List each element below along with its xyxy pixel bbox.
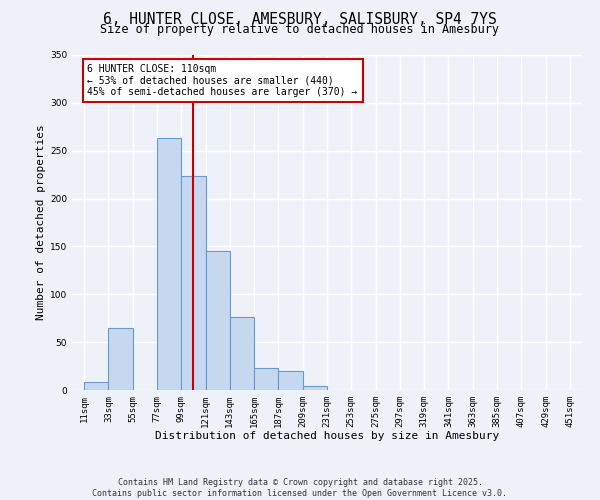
Text: 6 HUNTER CLOSE: 110sqm
← 53% of detached houses are smaller (440)
45% of semi-de: 6 HUNTER CLOSE: 110sqm ← 53% of detached… [88,64,358,97]
Bar [109,328,133,390]
Text: Contains HM Land Registry data © Crown copyright and database right 2025.
Contai: Contains HM Land Registry data © Crown c… [92,478,508,498]
Bar [157,138,181,390]
Text: 6, HUNTER CLOSE, AMESBURY, SALISBURY, SP4 7YS: 6, HUNTER CLOSE, AMESBURY, SALISBURY, SP… [103,12,497,28]
Bar [230,318,254,390]
Bar [254,368,278,390]
Bar [206,251,230,390]
Y-axis label: Number of detached properties: Number of detached properties [36,124,46,320]
Bar [303,386,327,390]
Bar [84,382,109,390]
Bar [181,176,206,390]
Text: Size of property relative to detached houses in Amesbury: Size of property relative to detached ho… [101,22,499,36]
X-axis label: Distribution of detached houses by size in Amesbury: Distribution of detached houses by size … [155,432,499,442]
Bar [278,371,303,390]
